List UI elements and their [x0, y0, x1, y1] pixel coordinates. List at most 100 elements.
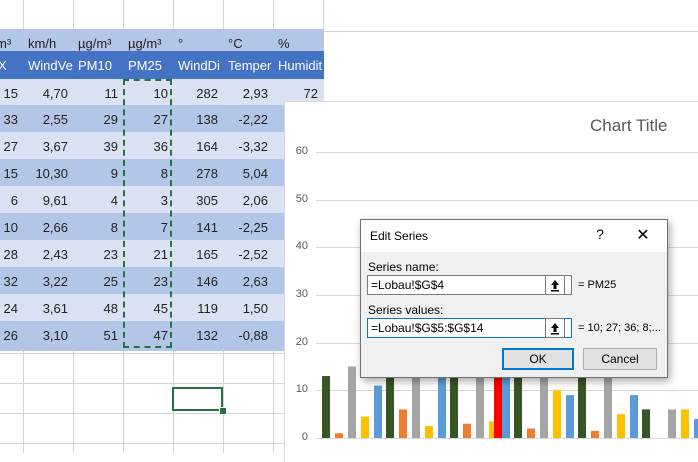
table-cell[interactable]: -2,22	[238, 112, 268, 127]
table-cell[interactable]: 5,04	[242, 166, 268, 181]
unit-cell[interactable]: µg/m³	[128, 36, 162, 51]
column-header[interactable]: WindDi	[178, 58, 220, 73]
table-cell[interactable]: 39	[103, 139, 118, 154]
table-cell[interactable]: 27	[153, 112, 168, 127]
series-values-input[interactable]: =Lobau!$G$5:$G$14	[367, 318, 572, 338]
table-cell[interactable]: -2,52	[238, 247, 268, 262]
y-tick-label: 10	[295, 383, 308, 396]
ok-button[interactable]: OK	[502, 348, 574, 370]
table-cell[interactable]: 10	[153, 86, 168, 101]
collapse-dialog-button[interactable]	[545, 275, 565, 295]
table-cell[interactable]: 3,10	[42, 328, 68, 343]
table-cell[interactable]: 2,55	[42, 112, 68, 127]
table-cell[interactable]: 6	[10, 193, 18, 208]
table-cell[interactable]: 3,22	[42, 274, 68, 289]
series-name-label: Series name:	[368, 260, 439, 274]
table-cell[interactable]: 2,43	[42, 247, 68, 262]
table-cell[interactable]: 33	[3, 112, 18, 127]
collapse-dialog-button[interactable]	[545, 318, 565, 338]
gridline	[0, 31, 698, 32]
column-header[interactable]: Humidit	[278, 58, 323, 73]
table-cell[interactable]: 23	[153, 274, 168, 289]
table-cell[interactable]: 15	[3, 86, 18, 101]
column-header[interactable]: PM25	[128, 58, 162, 73]
table-cell[interactable]: 119	[197, 301, 218, 316]
unit-cell[interactable]: m³	[0, 36, 12, 51]
table-cell[interactable]: 2,93	[242, 86, 268, 101]
cancel-button[interactable]: Cancel	[583, 348, 657, 370]
table-cell[interactable]: 25	[103, 274, 118, 289]
gridline	[316, 390, 698, 392]
table-cell[interactable]: 3	[160, 193, 168, 208]
table-cell[interactable]: 72	[303, 86, 318, 101]
table-cell[interactable]: 7	[160, 220, 168, 235]
table-cell[interactable]: 51	[103, 328, 118, 343]
gridline	[316, 152, 698, 153]
table-cell[interactable]: 8	[110, 220, 118, 235]
table-cell[interactable]: 21	[153, 247, 168, 262]
table-cell[interactable]: 27	[3, 139, 18, 154]
table-cell[interactable]: 9	[110, 166, 118, 181]
table-cell[interactable]: 8	[160, 166, 168, 181]
table-cell[interactable]: 165	[196, 247, 218, 262]
table-row: 15 4,70 11 10 282 2,93 72	[0, 79, 324, 109]
table-cell[interactable]: -3,32	[238, 139, 268, 154]
table-cell[interactable]: 3,67	[42, 139, 68, 154]
unit-cell[interactable]: °	[178, 36, 184, 51]
table-cell[interactable]: -2,25	[238, 220, 268, 235]
table-cell[interactable]: 28	[3, 247, 18, 262]
table-cell[interactable]: 36	[153, 139, 168, 154]
table-cell[interactable]: 48	[103, 301, 118, 316]
unit-cell[interactable]: %	[278, 36, 290, 51]
table-cell[interactable]: 45	[153, 301, 168, 316]
table-cell[interactable]: 2,06	[242, 193, 268, 208]
header-row: X WindVe PM10 PM25 WindDi Temper Humidit	[0, 51, 324, 81]
table-cell[interactable]: 23	[103, 247, 118, 262]
table-cell[interactable]: 3,61	[42, 301, 68, 316]
table-cell[interactable]: 132	[196, 328, 218, 343]
table-cell[interactable]: 2,66	[42, 220, 68, 235]
table-cell[interactable]: 4,70	[42, 86, 68, 101]
table-row: 24 3,61 48 45 119 1,50	[0, 294, 284, 324]
unit-cell[interactable]: km/h	[28, 36, 57, 51]
column-header[interactable]: Temper	[228, 58, 272, 73]
dialog-titlebar[interactable]: Edit Series ? ✕	[361, 220, 667, 252]
unit-cell[interactable]: °C	[228, 36, 243, 51]
table-cell[interactable]: 15	[3, 166, 18, 181]
table-cell[interactable]: 10,30	[35, 166, 68, 181]
column-header[interactable]: PM10	[78, 58, 112, 73]
table-cell[interactable]: 305	[196, 193, 218, 208]
fill-handle[interactable]	[219, 407, 227, 415]
table-row: 28 2,43 23 21 165 -2,52	[0, 240, 284, 270]
active-cell-selection[interactable]	[172, 387, 223, 411]
table-cell[interactable]: 138	[196, 112, 218, 127]
table-cell[interactable]: 4	[110, 193, 118, 208]
table-cell[interactable]: 2,63	[242, 274, 268, 289]
table-cell[interactable]: 10	[3, 220, 18, 235]
table-cell[interactable]: 146	[196, 274, 218, 289]
series-name-input[interactable]: =Lobau!$G$4	[367, 275, 572, 295]
y-tick-label: 60	[295, 145, 308, 157]
table-cell[interactable]: 1,50	[242, 301, 268, 316]
table-cell[interactable]: -0,88	[238, 328, 268, 343]
table-cell[interactable]: 278	[196, 166, 218, 181]
copy-range-marquee	[123, 79, 172, 348]
table-cell[interactable]: 282	[196, 86, 218, 101]
column-header[interactable]: X	[0, 58, 7, 73]
table-cell[interactable]: 26	[3, 328, 18, 343]
table-cell[interactable]: 29	[103, 112, 118, 127]
table-cell[interactable]: 47	[153, 328, 168, 343]
table-cell[interactable]: 164	[196, 139, 218, 154]
column-header[interactable]: WindVe	[28, 58, 73, 73]
table-cell[interactable]: 11	[104, 86, 119, 101]
close-icon[interactable]: ✕	[636, 227, 650, 244]
help-icon[interactable]: ?	[596, 226, 604, 242]
table-cell[interactable]: 141	[196, 220, 218, 235]
table-row: 6 9,61 4 3 305 2,06	[0, 186, 284, 216]
table-cell[interactable]: 9,61	[42, 193, 68, 208]
table-cell[interactable]: 32	[3, 274, 18, 289]
chart-title[interactable]: Chart Title	[590, 116, 668, 135]
unit-cell[interactable]: µg/m³	[78, 36, 112, 51]
table-cell[interactable]: 24	[3, 301, 18, 316]
